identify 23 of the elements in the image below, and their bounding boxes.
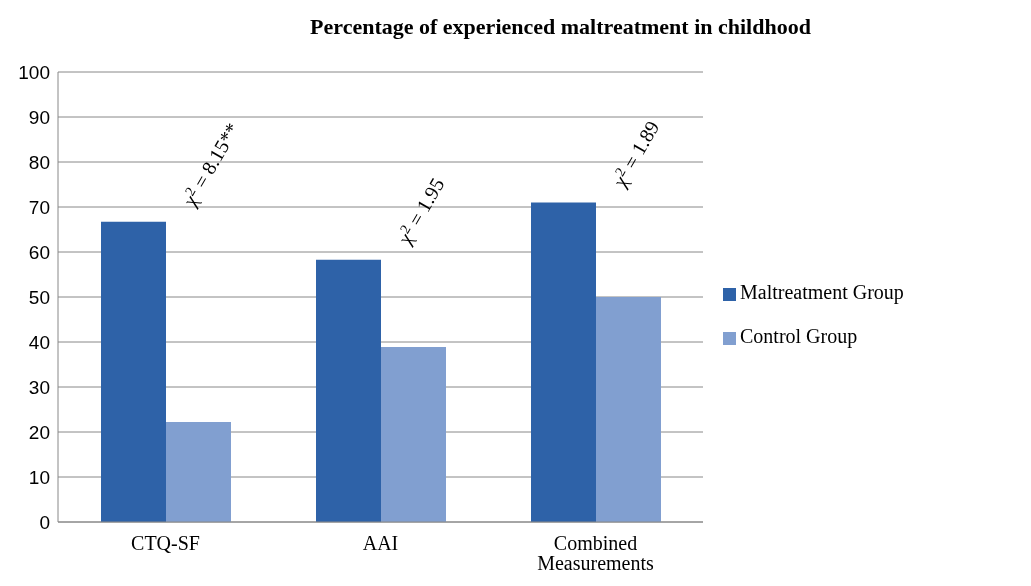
bar (316, 259, 381, 522)
legend-label: Control Group (740, 325, 858, 347)
y-tick-label: 60 (28, 241, 50, 263)
y-tick-label: 50 (28, 286, 50, 308)
x-tick-label: Combined Measurements (537, 532, 655, 575)
y-tick-label: 30 (28, 376, 50, 398)
legend-label: Maltreatment Group (740, 281, 904, 303)
y-tick-label: 40 (28, 331, 50, 353)
y-tick-label: 10 (28, 466, 50, 488)
bar (381, 346, 446, 522)
y-tick-label: 100 (18, 61, 50, 83)
y-tick-label: 80 (28, 151, 50, 173)
bar (166, 422, 231, 522)
x-tick-label: CTQ-SF (131, 532, 200, 555)
y-tick-label: 20 (28, 421, 50, 443)
bar (101, 221, 166, 522)
y-tick-label: 70 (28, 196, 50, 218)
y-tick-label: 0 (39, 511, 50, 533)
bar (596, 297, 661, 522)
bar (531, 202, 596, 522)
x-tick-label: AAI (362, 532, 399, 555)
y-tick-label: 90 (28, 106, 50, 128)
chart-title: Percentage of experienced maltreatment in childhood (309, 13, 812, 41)
